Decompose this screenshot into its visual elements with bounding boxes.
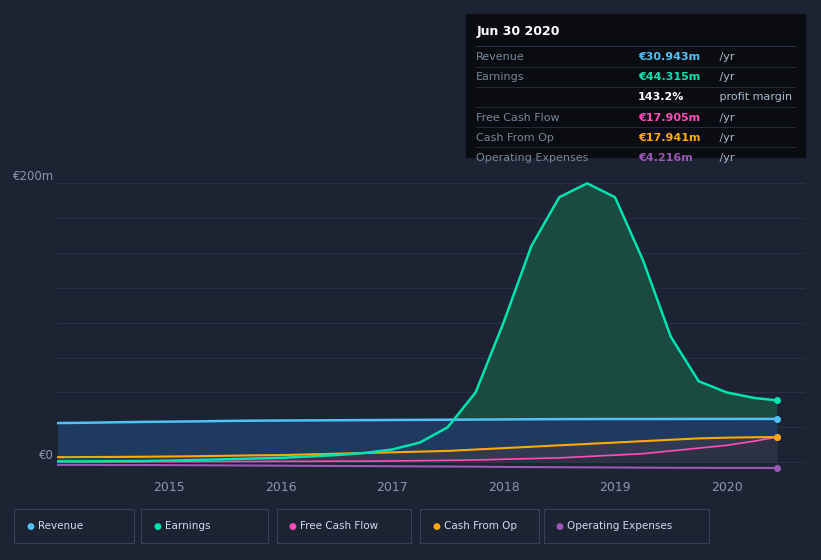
Text: ●: ● <box>154 522 162 531</box>
Text: ●: ● <box>289 522 297 531</box>
Text: €17.941m: €17.941m <box>638 133 700 143</box>
Text: ●: ● <box>433 522 441 531</box>
Text: /yr: /yr <box>716 72 735 82</box>
Text: Revenue: Revenue <box>476 52 525 62</box>
Text: Operating Expenses: Operating Expenses <box>567 521 672 531</box>
Text: ●: ● <box>26 522 34 531</box>
Text: /yr: /yr <box>716 133 735 143</box>
Text: €4.216m: €4.216m <box>638 153 693 163</box>
Text: €0: €0 <box>39 449 53 462</box>
Text: €44.315m: €44.315m <box>638 72 700 82</box>
Text: Jun 30 2020: Jun 30 2020 <box>476 25 560 38</box>
Text: ●: ● <box>556 522 564 531</box>
Text: Revenue: Revenue <box>38 521 83 531</box>
Text: Cash From Op: Cash From Op <box>476 133 554 143</box>
Text: Free Cash Flow: Free Cash Flow <box>476 113 560 123</box>
Text: /yr: /yr <box>716 52 735 62</box>
Text: Cash From Op: Cash From Op <box>444 521 517 531</box>
Text: Free Cash Flow: Free Cash Flow <box>300 521 378 531</box>
Text: Earnings: Earnings <box>165 521 210 531</box>
Text: /yr: /yr <box>716 153 735 163</box>
Text: €17.905m: €17.905m <box>638 113 700 123</box>
Text: 143.2%: 143.2% <box>638 92 684 102</box>
Text: /yr: /yr <box>716 113 735 123</box>
Text: €30.943m: €30.943m <box>638 52 700 62</box>
Text: Operating Expenses: Operating Expenses <box>476 153 589 163</box>
Text: Earnings: Earnings <box>476 72 525 82</box>
Text: profit margin: profit margin <box>716 92 792 102</box>
Text: €200m: €200m <box>12 170 53 183</box>
